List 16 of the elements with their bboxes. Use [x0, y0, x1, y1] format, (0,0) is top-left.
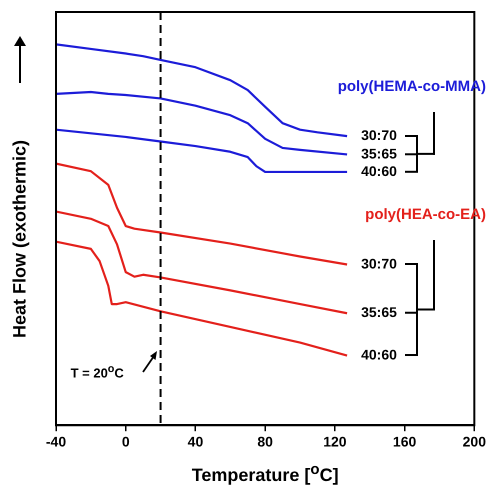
x-tick-label: 80	[257, 433, 274, 450]
x-tick-label: 40	[188, 433, 204, 450]
x-axis-title: Temperature [$^{o}$C]	[192, 461, 339, 486]
x-tick-label: 0	[122, 433, 130, 450]
annotation: 40:60	[361, 346, 398, 362]
annotation: 35:65	[361, 304, 398, 320]
y-axis-title: Heat Flow (exothermic)	[10, 140, 30, 338]
x-tick-label: 120	[323, 433, 347, 450]
annotation: 40:60	[361, 162, 398, 179]
ref-line-label: T = 20$^{o}$C	[70, 363, 124, 381]
x-tick-label: 200	[462, 433, 486, 450]
annotation: 30:70	[361, 255, 398, 272]
x-tick-label: -40	[46, 433, 66, 450]
annotation: 30:70	[361, 127, 398, 144]
annotation: 35:65	[361, 145, 398, 162]
x-tick-label: 160	[392, 433, 416, 450]
